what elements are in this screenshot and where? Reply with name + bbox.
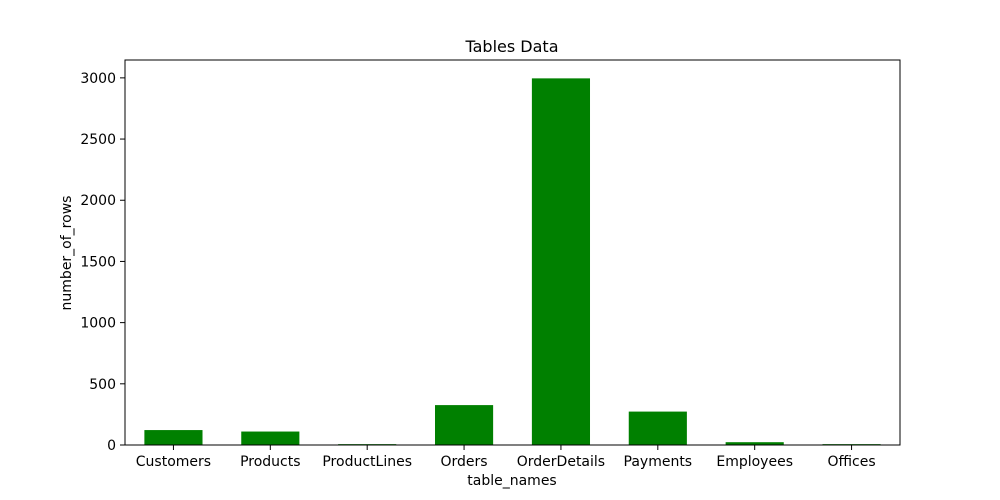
x-axis: Customers Products ProductLines Orders Order… [136, 445, 876, 470]
x-tick-label: Employees [716, 454, 793, 470]
x-tick-label: Products [240, 454, 300, 470]
bar-employees [725, 442, 784, 445]
bar-orders [435, 405, 494, 445]
x-tick-label: Payments [624, 454, 693, 470]
y-axis-label: number_of_rows [59, 196, 75, 311]
bar-customers [144, 430, 203, 445]
y-tick-label: 1000 [80, 316, 116, 332]
bar-payments [628, 411, 687, 445]
y-axis: 0 500 1000 1500 2000 2500 3000 [80, 71, 125, 454]
x-axis-label: table_names [467, 473, 556, 489]
y-tick-label: 3000 [80, 71, 116, 87]
plot-frame [124, 59, 901, 446]
y-tick-label: 1500 [80, 254, 116, 270]
x-tick-label: Offices [827, 454, 875, 470]
x-tick-label: OrderDetails [517, 454, 605, 470]
y-tick-label: 2000 [80, 193, 116, 209]
y-tick-label: 500 [89, 377, 116, 393]
x-tick-label: Customers [136, 454, 211, 470]
x-tick-label: Orders [441, 454, 488, 470]
y-tick-label: 0 [107, 438, 116, 454]
bars-group [144, 78, 881, 446]
x-tick-label: ProductLines [322, 454, 412, 470]
chart-title: Tables Data [465, 37, 559, 56]
bar-products [241, 431, 300, 445]
bar-orderdetails [531, 78, 591, 446]
y-tick-label: 2500 [80, 132, 116, 148]
